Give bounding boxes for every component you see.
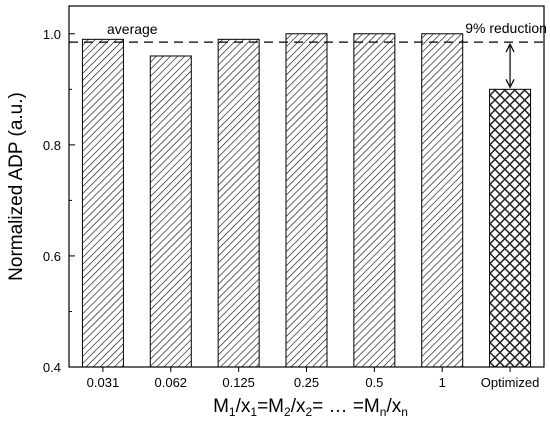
bar-0.062 <box>149 55 192 368</box>
average-label: average <box>107 21 158 37</box>
x-tick-label: 0.062 <box>155 375 188 390</box>
bar-1 <box>421 33 464 368</box>
labels: 0.031 0.062 0.125 0.25 0.5 1 Optimized average 9… <box>6 20 547 419</box>
x-tick-label: 0.25 <box>294 375 319 390</box>
plot-frame <box>68 5 545 368</box>
reduction-arrowhead-down <box>505 79 515 89</box>
y-tick-label: 0.8 <box>43 138 61 153</box>
x-axis-title: M1/x1=M2/x2= … =Mn/xn <box>213 396 408 419</box>
y-tick-label: 0.4 <box>43 360 61 375</box>
y-tick-label: 0.6 <box>43 249 61 264</box>
x-tick-label: 0.031 <box>87 375 120 390</box>
bar-0.25 <box>285 33 328 368</box>
y-axis-title: Normalized ADP (a.u.) <box>6 92 27 281</box>
bars <box>81 33 532 368</box>
reduction-label: 9% reduction <box>465 20 547 36</box>
axes <box>68 5 545 372</box>
x-tick-label: 1 <box>439 375 446 390</box>
x-tick-label: Optimized <box>481 375 540 390</box>
bar-0.031 <box>81 38 124 368</box>
y-tick-label: 1.0 <box>43 27 61 42</box>
x-tick-label: 0.5 <box>365 375 383 390</box>
bar-0.5 <box>353 33 396 368</box>
reduction-arrowhead-up <box>505 42 515 53</box>
x-tick-label: 0.125 <box>222 375 255 390</box>
bar-optimized <box>489 88 532 368</box>
reference-layer <box>69 41 544 89</box>
bar-0.125 <box>217 38 260 368</box>
